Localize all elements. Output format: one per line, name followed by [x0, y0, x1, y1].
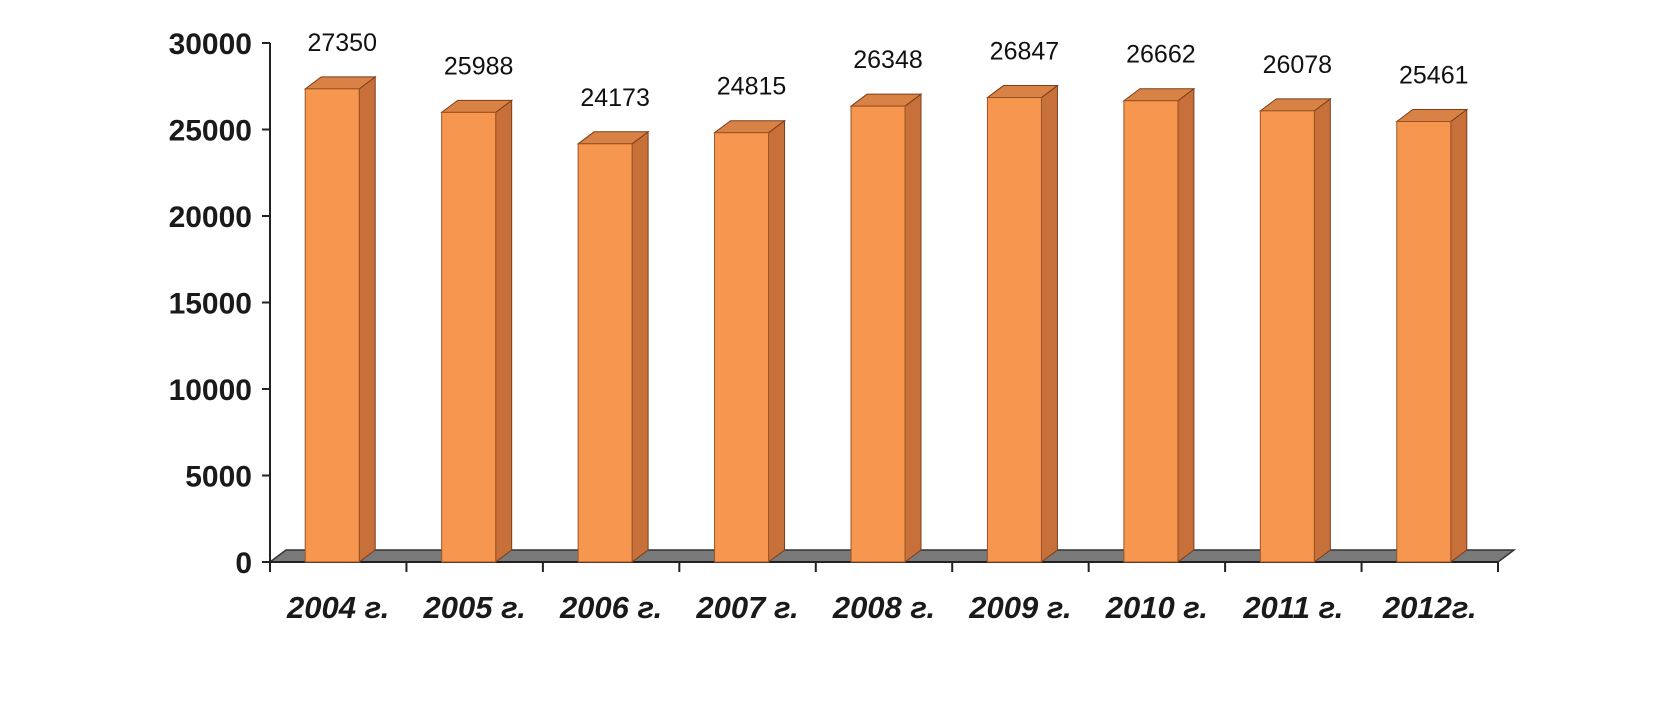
bar-side-face	[1177, 87, 1195, 563]
bar-side-face	[1450, 108, 1468, 563]
data-label: 27350	[307, 29, 377, 57]
y-tick-label: 25000	[169, 115, 252, 148]
bar	[576, 130, 650, 563]
bar-front-face	[441, 111, 497, 563]
bar	[1122, 87, 1196, 563]
x-tick-label: 2009 г.	[968, 590, 1071, 625]
bar-front-face	[304, 88, 360, 563]
bar	[713, 119, 787, 563]
bar-front-face	[1259, 110, 1315, 563]
y-tick-label: 10000	[169, 374, 252, 407]
bar	[985, 84, 1059, 563]
x-tick-label: 2010 г.	[1105, 590, 1208, 625]
bar-side-face	[904, 93, 922, 563]
x-tick-label: 2007 г.	[695, 590, 798, 625]
y-tick-label: 30000	[169, 28, 252, 61]
bar	[849, 93, 923, 563]
y-tick-label: 15000	[169, 288, 252, 321]
data-label: 25461	[1399, 62, 1469, 90]
data-label: 26078	[1263, 51, 1333, 79]
data-label: 26348	[853, 46, 923, 74]
data-label: 25988	[444, 52, 514, 80]
bar-front-face	[850, 105, 906, 563]
bar-side-face	[495, 99, 513, 563]
x-tick-label: 2008 г.	[832, 590, 935, 625]
x-tick-label: 2004 г.	[286, 590, 389, 625]
bar-front-face	[1123, 100, 1179, 563]
data-label: 26662	[1126, 41, 1196, 69]
bar-front-face	[577, 143, 633, 563]
data-label: 24815	[717, 73, 787, 101]
bar-front-face	[714, 132, 770, 563]
bar-side-face	[1040, 84, 1058, 563]
y-tick-label: 5000	[185, 461, 252, 494]
x-tick-label: 2012г.	[1382, 590, 1477, 625]
bar-front-face	[1396, 121, 1452, 563]
bar-front-face	[986, 97, 1042, 563]
x-tick-label: 2006 г.	[559, 590, 662, 625]
bar-side-face	[358, 75, 376, 563]
x-tick-label: 2005 г.	[423, 590, 526, 625]
y-tick-label: 0	[235, 547, 252, 580]
bar	[440, 99, 514, 563]
y-tick-label: 20000	[169, 201, 252, 234]
bar	[1258, 97, 1332, 563]
bar	[1395, 108, 1469, 563]
data-label: 24173	[580, 84, 650, 112]
bar-side-face	[768, 119, 786, 563]
bar-side-face	[631, 130, 649, 563]
bar	[303, 75, 377, 563]
data-label: 26847	[990, 38, 1060, 66]
bar-side-face	[1313, 97, 1331, 563]
x-tick-label: 2011 г.	[1242, 590, 1343, 625]
